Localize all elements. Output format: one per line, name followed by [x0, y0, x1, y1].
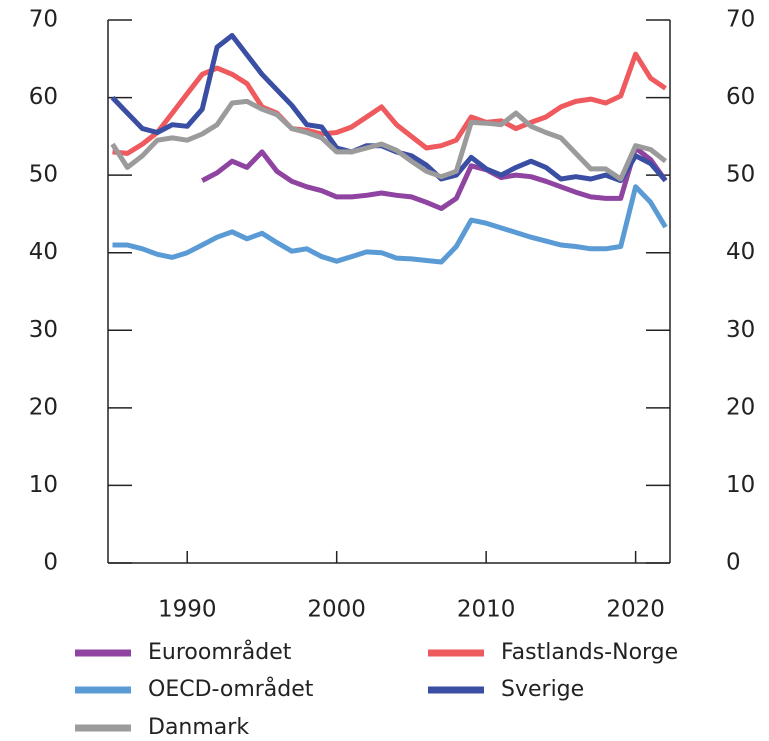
- y2-tick-label: 70: [726, 7, 755, 33]
- legend-label: Danmark: [148, 715, 249, 740]
- x-tick-label: 2000: [307, 597, 366, 623]
- y2-tick-label: 10: [726, 472, 755, 498]
- legend-label: OECD-området: [148, 676, 314, 702]
- y2-tick-label: 30: [726, 317, 755, 343]
- x-tick-label: 2020: [606, 597, 665, 623]
- y-tick-label: 60: [29, 84, 58, 110]
- y-tick-label: 50: [29, 162, 58, 188]
- series-line: [110, 98, 668, 182]
- y-tick-label: 70: [29, 7, 58, 33]
- y2-tick-label: 0: [726, 550, 741, 576]
- legend-label: Euroområdet: [148, 639, 292, 665]
- y2-tick-label: 50: [726, 162, 755, 188]
- y-tick-label: 30: [29, 317, 58, 343]
- legend-label: Fastlands-Norge: [501, 640, 678, 665]
- x-tick-label: 2010: [457, 597, 516, 623]
- y-tick-label: 10: [29, 472, 58, 498]
- series-line: [201, 145, 668, 211]
- series-line: [112, 184, 668, 265]
- y2-tick-label: 20: [726, 394, 755, 420]
- series-line: [112, 51, 667, 156]
- legend-label: Sverige: [501, 677, 584, 702]
- x-tick-label: 1990: [158, 597, 217, 623]
- y-tick-label: 40: [29, 239, 58, 265]
- y-tick-label: 20: [29, 394, 58, 420]
- y2-tick-label: 40: [726, 239, 755, 265]
- y-tick-label: 0: [43, 550, 58, 576]
- y2-tick-label: 60: [726, 84, 755, 110]
